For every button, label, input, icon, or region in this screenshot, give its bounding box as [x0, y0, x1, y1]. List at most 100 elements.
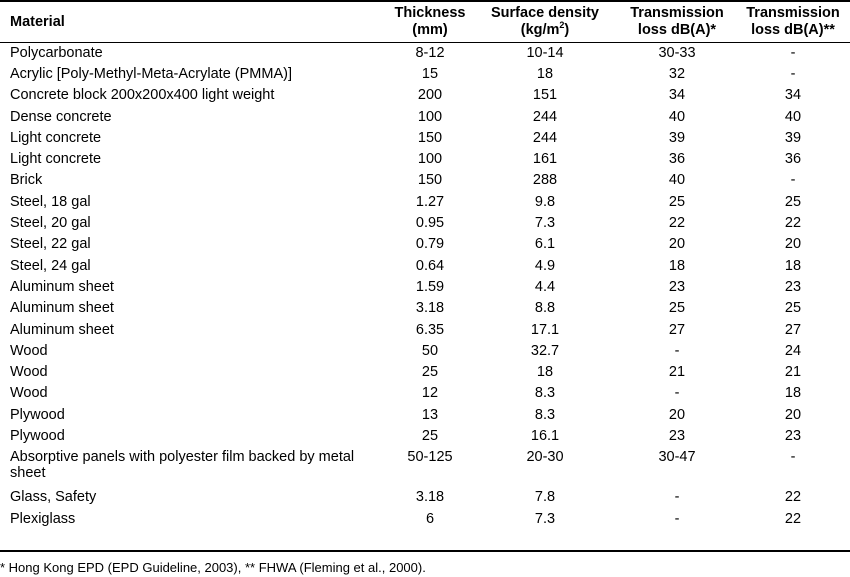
cell-thickness: 100: [417, 151, 443, 168]
table-body: Polycarbonate 8-12 10-14 30-33 - Acrylic [Pol…: [0, 42, 850, 529]
cell-transmission-loss-1: 21: [668, 364, 686, 381]
cell-surface-density: 161: [532, 151, 558, 168]
cell-transmission-loss-2: 22: [784, 215, 802, 232]
cell-transmission-loss-2: 40: [784, 108, 802, 125]
cell-surface-density: 6.1: [534, 236, 556, 253]
cell-transmission-loss-1: 36: [668, 151, 686, 168]
cell-transmission-loss-1: 27: [668, 321, 686, 338]
table-row: Light concrete 100 161 36 36: [0, 148, 850, 169]
cell-material: Brick: [10, 172, 43, 189]
table-row: Absorptive panels with polyester film ba…: [0, 447, 850, 487]
table-row: Dense concrete 100 244 40 40: [0, 106, 850, 127]
table-row: Plexiglass 6 7.3 - 22: [0, 508, 850, 529]
cell-transmission-loss-1: 20: [668, 406, 686, 423]
cell-surface-density: 17.1: [530, 321, 560, 338]
cell-transmission-loss-2: 25: [784, 193, 802, 210]
cell-thickness: 50: [421, 342, 439, 359]
header-density-unit-post: ): [564, 22, 570, 38]
cell-transmission-loss-2: -: [790, 65, 796, 82]
cell-material: Plywood: [10, 427, 65, 444]
cell-thickness: 6: [425, 510, 435, 527]
cell-material: Acrylic [Poly-Methyl-Meta-Acrylate (PMMA…: [10, 65, 292, 82]
cell-material: Concrete block 200x200x400 light weight: [10, 87, 275, 104]
header-tl1-line1: Transmission: [630, 5, 724, 21]
cell-transmission-loss-1: -: [674, 510, 680, 527]
cell-material: Plexiglass: [10, 510, 76, 527]
cell-transmission-loss-2: -: [790, 44, 796, 61]
cell-surface-density: 7.3: [534, 215, 556, 232]
table-row: Aluminum sheet 6.35 17.1 27 27: [0, 319, 850, 340]
cell-surface-density: 20-30: [526, 448, 564, 465]
cell-thickness: 50-125: [407, 448, 453, 465]
cell-material: Dense concrete: [10, 108, 112, 125]
cell-transmission-loss-2: 22: [784, 510, 802, 527]
cell-transmission-loss-1: 32: [668, 65, 686, 82]
cell-transmission-loss-2: 27: [784, 321, 802, 338]
cell-transmission-loss-1: 25: [668, 300, 686, 317]
table-row: Concrete block 200x200x400 light weight 2…: [0, 85, 850, 106]
header-density-unit-pre: (kg/m: [520, 22, 560, 38]
cell-transmission-loss-1: 25: [668, 193, 686, 210]
header-tl1-line2: loss dB(A)*: [637, 22, 717, 38]
table-row: Steel, 22 gal 0.79 6.1 20 20: [0, 234, 850, 255]
header-tl2-line2: loss dB(A)**: [751, 22, 835, 38]
cell-material: Wood: [10, 385, 48, 402]
cell-thickness: 3.18: [415, 300, 445, 317]
header-thickness-line2: (mm): [412, 22, 448, 38]
cell-material: Aluminum sheet: [10, 278, 114, 295]
cell-thickness: 150: [417, 172, 443, 189]
cell-transmission-loss-2: 36: [784, 151, 802, 168]
header-row: Material Thickness (mm) Surface density …: [0, 2, 850, 42]
cell-transmission-loss-2: 23: [784, 278, 802, 295]
cell-transmission-loss-1: 40: [668, 172, 686, 189]
table-row: Steel, 20 gal 0.95 7.3 22 22: [0, 212, 850, 233]
cell-surface-density: 8.3: [534, 385, 556, 402]
cell-material: Absorptive panels with polyester film ba…: [10, 448, 355, 481]
footnote: * Hong Kong EPD (EPD Guideline, 2003), *…: [0, 560, 426, 575]
header-transmission-loss-1: Transmission loss dB(A)*: [618, 2, 736, 42]
cell-surface-density: 151: [532, 87, 558, 104]
table-row: Wood 12 8.3 - 18: [0, 383, 850, 404]
table-row: Aluminum sheet 3.18 8.8 25 25: [0, 298, 850, 319]
table-row: Steel, 18 gal 1.27 9.8 25 25: [0, 191, 850, 212]
cell-thickness: 12: [421, 385, 439, 402]
header-density-unit-sup: 2: [559, 20, 565, 31]
table-header: Material Thickness (mm) Surface density …: [0, 2, 850, 42]
cell-surface-density: 8.3: [534, 406, 556, 423]
cell-transmission-loss-1: 23: [668, 427, 686, 444]
cell-thickness: 0.95: [415, 215, 445, 232]
table-row: Plywood 13 8.3 20 20: [0, 404, 850, 425]
header-tl2-line1: Transmission: [746, 5, 840, 21]
cell-transmission-loss-2: 20: [784, 406, 802, 423]
cell-thickness: 15: [421, 65, 439, 82]
table-row: Brick 150 288 40 -: [0, 170, 850, 191]
cell-material: Wood: [10, 364, 48, 381]
cell-surface-density: 244: [532, 129, 558, 146]
cell-transmission-loss-1: 30-33: [658, 44, 696, 61]
cell-material: Glass, Safety: [10, 489, 97, 506]
cell-material: Steel, 18 gal: [10, 193, 91, 210]
table-bottom-rule: [0, 550, 850, 552]
cell-transmission-loss-1: 34: [668, 87, 686, 104]
cell-material: Aluminum sheet: [10, 300, 114, 317]
table-row: Polycarbonate 8-12 10-14 30-33 -: [0, 42, 850, 63]
table-row: Acrylic [Poly-Methyl-Meta-Acrylate (PMMA…: [0, 63, 850, 84]
cell-material: Aluminum sheet: [10, 321, 114, 338]
cell-surface-density: 4.4: [534, 278, 556, 295]
cell-transmission-loss-2: 20: [784, 236, 802, 253]
header-material: Material: [0, 2, 388, 42]
cell-transmission-loss-2: 25: [784, 300, 802, 317]
cell-transmission-loss-2: 18: [784, 385, 802, 402]
cell-transmission-loss-2: -: [790, 448, 796, 465]
cell-surface-density: 8.8: [534, 300, 556, 317]
cell-material: Steel, 24 gal: [10, 257, 91, 274]
cell-thickness: 200: [417, 87, 443, 104]
cell-surface-density: 10-14: [526, 44, 564, 61]
cell-thickness: 8-12: [415, 44, 445, 61]
cell-transmission-loss-1: 39: [668, 129, 686, 146]
table-row: Light concrete 150 244 39 39: [0, 127, 850, 148]
cell-surface-density: 16.1: [530, 427, 560, 444]
header-surface-density: Surface density (kg/m2): [472, 2, 618, 42]
cell-transmission-loss-1: 40: [668, 108, 686, 125]
table-row: Plywood 25 16.1 23 23: [0, 425, 850, 446]
